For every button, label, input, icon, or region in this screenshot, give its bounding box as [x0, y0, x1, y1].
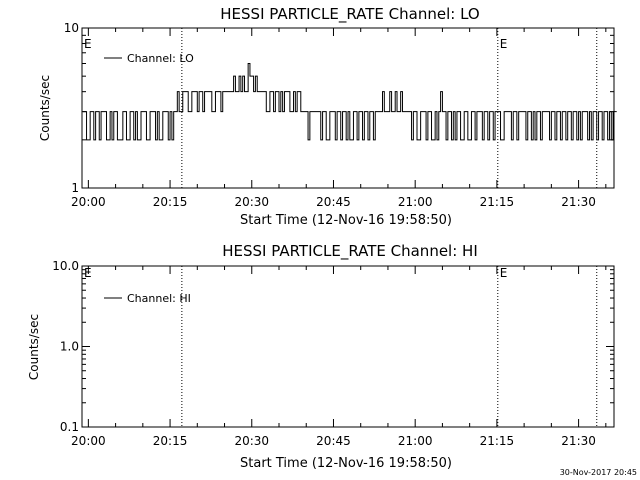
lo-x-tick-label: 20:45	[316, 195, 351, 209]
lo-channel-panel: HESSI PARTICLE_RATE Channel: LO Counts/s…	[38, 5, 617, 228]
lo-x-tick-label: 21:15	[480, 195, 515, 209]
hi-x-tick-label: 20:00	[71, 434, 106, 448]
lo-x-ticks: 20:00 20:15 20:30 20:45 21:00 21:15 21:30	[71, 28, 607, 209]
lo-corner-marker-label: E	[84, 37, 92, 51]
hi-x-tick-label: 21:30	[561, 434, 596, 448]
hi-x-tick-label: 21:00	[398, 434, 433, 448]
lo-y-tick-label: 10	[64, 21, 79, 35]
lo-x-tick-label: 20:30	[234, 195, 269, 209]
hi-event-marker-label: E	[500, 266, 508, 280]
hi-x-ticks: 20:00 20:15 20:30 20:45 21:00 21:15 21:30	[71, 266, 607, 448]
hi-legend: Channel: HI	[104, 292, 191, 305]
hi-event-markers: E	[181, 266, 598, 427]
hi-y-tick-label: 0.1	[60, 420, 79, 434]
lo-legend-label: Channel: LO	[127, 52, 194, 65]
lo-x-tick-label: 21:00	[398, 195, 433, 209]
hi-x-tick-label: 20:45	[316, 434, 351, 448]
lo-event-markers: E	[181, 28, 598, 188]
hi-corner-marker-label: E	[84, 266, 92, 280]
lo-x-tick-label: 20:00	[71, 195, 106, 209]
hi-chart-title: HESSI PARTICLE_RATE Channel: HI	[222, 242, 478, 261]
hi-legend-label: Channel: HI	[127, 292, 191, 305]
lo-y-tick-label: 1	[71, 181, 79, 195]
lo-y-axis-label: Counts/sec	[38, 75, 52, 141]
lo-chart-title: HESSI PARTICLE_RATE Channel: LO	[220, 5, 479, 24]
hi-x-tick-label: 20:30	[234, 434, 269, 448]
hi-x-tick-label: 21:15	[480, 434, 515, 448]
hi-x-axis-label: Start Time (12-Nov-16 19:58:50)	[240, 456, 452, 471]
hi-y-ticks: 0.1 1.0 10.0	[52, 259, 614, 434]
hi-x-tick-label: 20:15	[153, 434, 188, 448]
hi-channel-panel: HESSI PARTICLE_RATE Channel: HI Counts/s…	[27, 242, 615, 471]
hi-y-axis-label: Counts/sec	[27, 314, 41, 380]
lo-x-tick-label: 21:30	[561, 195, 596, 209]
lo-x-tick-label: 20:15	[153, 195, 188, 209]
lo-series	[82, 63, 617, 141]
lo-legend: Channel: LO	[104, 52, 194, 65]
hi-y-tick-label: 1.0	[60, 340, 79, 354]
lo-event-marker-label: E	[500, 37, 508, 51]
generation-timestamp: 30-Nov-2017 20:45	[560, 468, 637, 477]
lo-data-line	[82, 63, 617, 141]
hi-y-tick-label: 10.0	[52, 259, 79, 273]
lo-x-axis-label: Start Time (12-Nov-16 19:58:50)	[240, 213, 452, 228]
lo-plot-frame	[81, 27, 615, 189]
